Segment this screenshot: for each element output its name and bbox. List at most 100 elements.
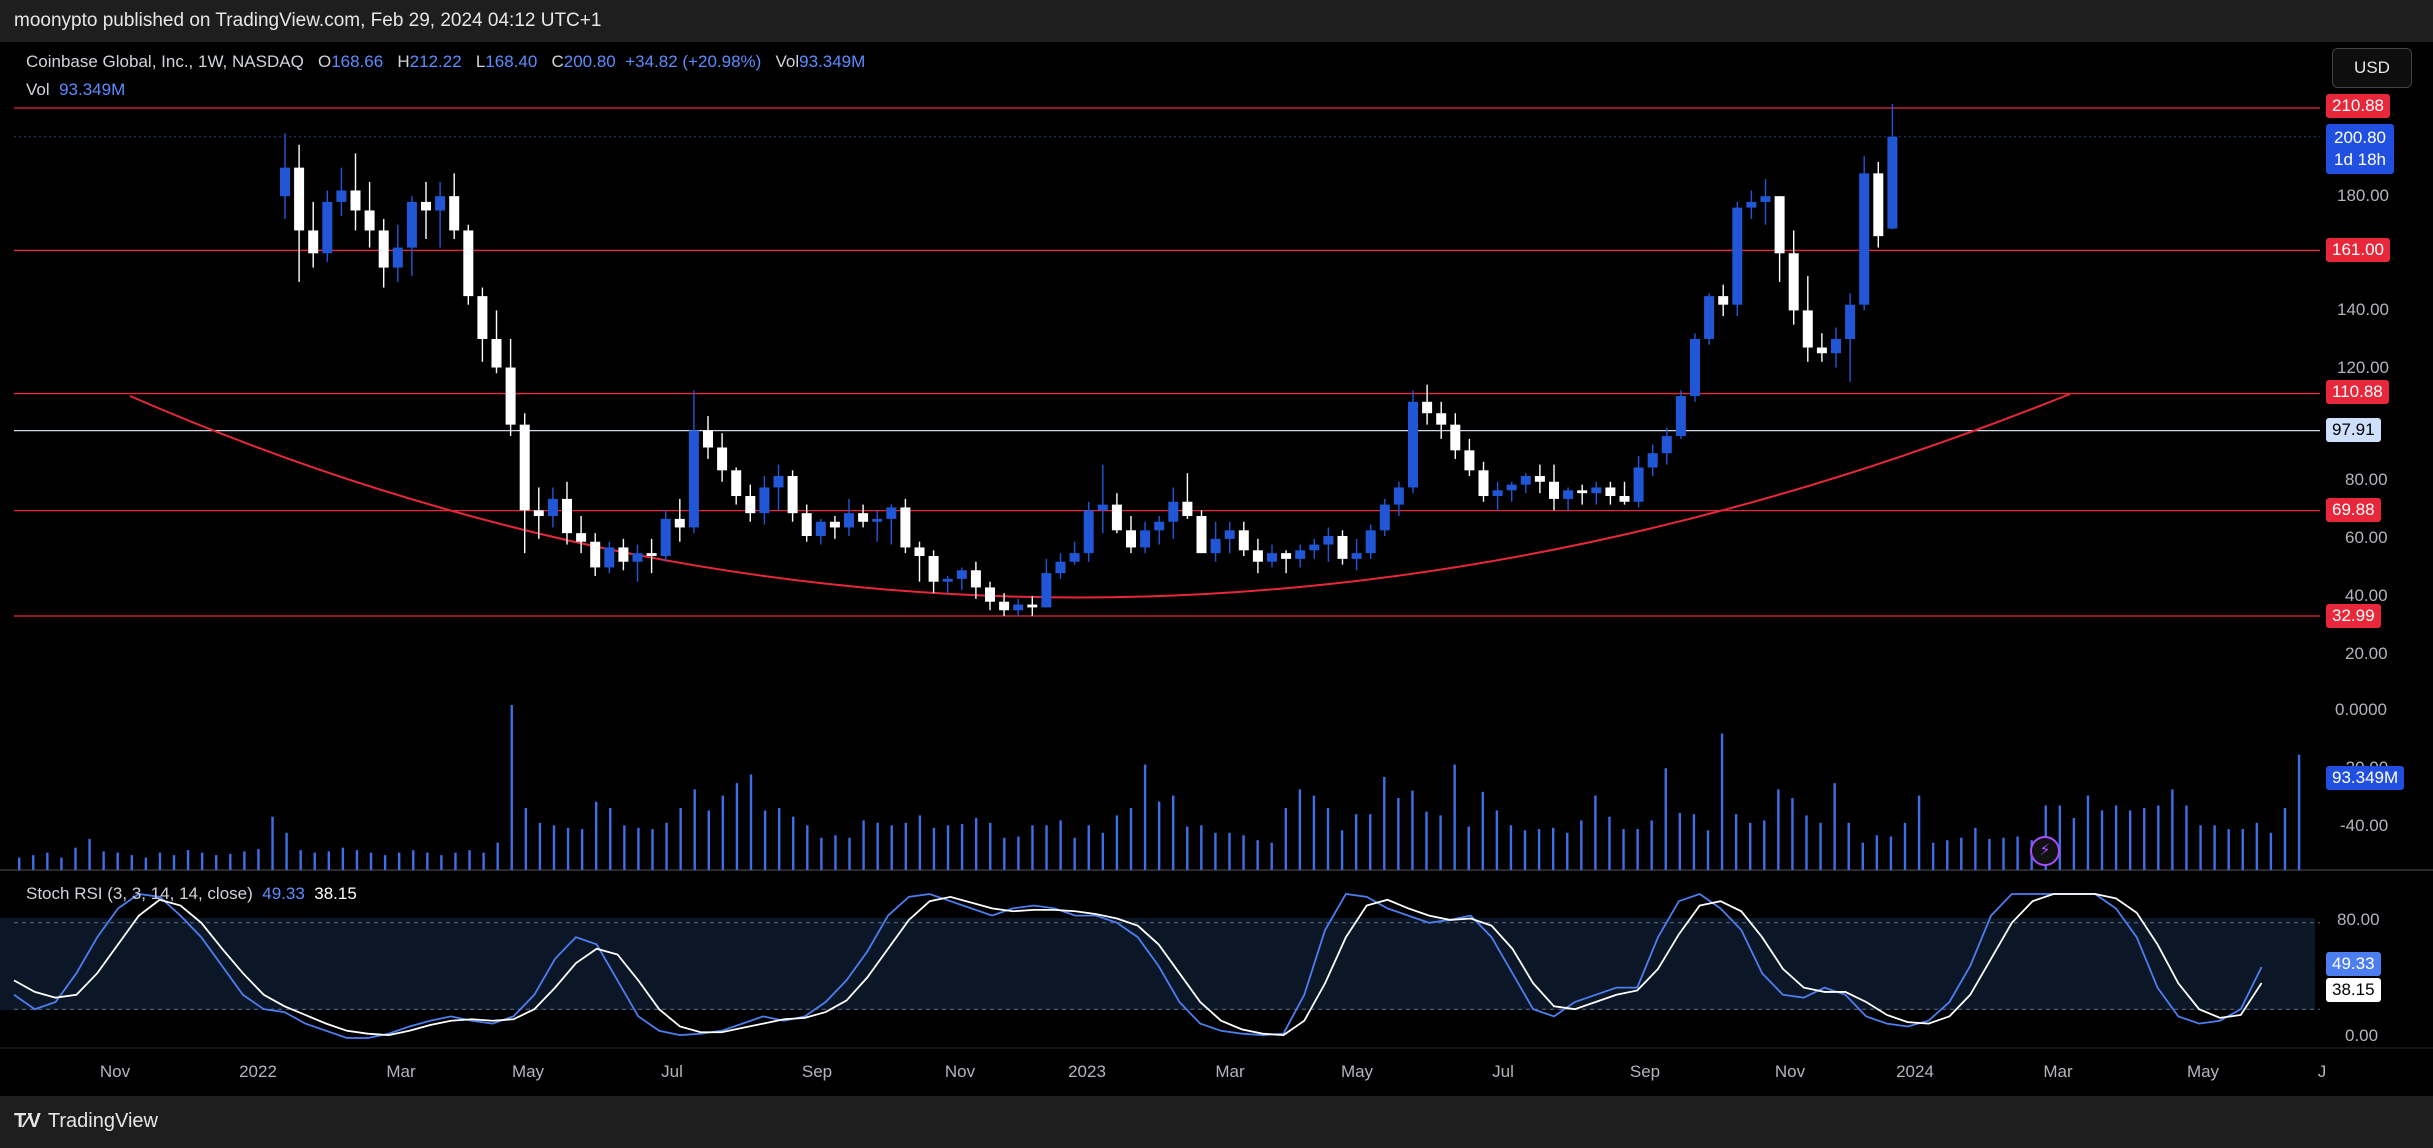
candle-body <box>900 507 911 548</box>
candle-body <box>1704 296 1715 339</box>
volume-bar <box>2227 829 2230 870</box>
candle-body <box>1013 604 1024 611</box>
volume-bar <box>1017 836 1020 870</box>
volume-bar <box>580 829 584 870</box>
candle-body <box>985 587 995 602</box>
lightning-icon[interactable]: ⚡ <box>2030 836 2060 866</box>
volume-bar <box>1720 733 1724 870</box>
volume-bar <box>2100 810 2104 870</box>
volume-bar <box>1411 790 1414 870</box>
chart-canvas[interactable] <box>0 42 2433 1096</box>
volume-bar <box>1228 832 1231 870</box>
volume-bar <box>144 857 148 870</box>
candle-body <box>1661 436 1672 454</box>
publish-header: moonypto published on TradingView.com, F… <box>0 0 2433 42</box>
volume-bar <box>2016 836 2019 870</box>
candle-body <box>322 201 333 254</box>
volume-bar <box>1214 832 1217 870</box>
level-label-161: 161.00 <box>2326 238 2390 262</box>
x-tick: 2022 <box>239 1062 277 1081</box>
stoch-k-legend: 49.33 <box>262 884 305 903</box>
volume-bar <box>355 850 359 870</box>
bar-countdown: 1d 18h <box>2334 150 2386 169</box>
volume-bar <box>285 832 288 870</box>
candle-body <box>1873 173 1884 237</box>
candle-body <box>1083 510 1094 554</box>
volume-bar <box>1340 830 1344 870</box>
candle-body <box>533 510 544 517</box>
brand-name: TradingView <box>47 1110 158 1132</box>
candle-body <box>435 196 446 211</box>
last-price-label: 200.80 1d 18h <box>2326 124 2394 174</box>
volume-bar <box>960 824 964 870</box>
candle-body <box>1182 501 1193 517</box>
volume-bar <box>1509 825 1513 870</box>
x-tick: Sep <box>1629 1062 1661 1081</box>
volume-legend-value: 93.349M <box>59 80 126 99</box>
volume-bar <box>2255 822 2259 870</box>
volume-bar <box>792 816 795 870</box>
candle-body <box>406 201 417 248</box>
candle-body <box>519 424 530 511</box>
volume-bar <box>1692 814 1696 870</box>
volume-bar <box>566 827 570 870</box>
volume-bar <box>707 810 710 870</box>
volume-bar <box>369 852 373 870</box>
volume-bar <box>665 822 668 870</box>
volume-bar <box>1045 825 1048 870</box>
volume-bar <box>299 850 302 870</box>
candle-body <box>618 547 629 562</box>
volume-bar <box>158 852 162 870</box>
candle-body <box>1506 484 1517 491</box>
candle-body <box>872 518 883 522</box>
candle-body <box>1690 338 1700 397</box>
change-value: +34.82 (+20.98%) <box>625 52 762 71</box>
volume-bar <box>1734 814 1738 870</box>
volume-bar <box>1946 840 1949 870</box>
candle-body <box>1591 487 1602 494</box>
candle-body <box>604 547 615 568</box>
volume-bar <box>1580 820 1583 870</box>
volume-bar <box>1031 825 1034 870</box>
x-tick: Mar <box>2043 1062 2073 1081</box>
volume-bar <box>1143 764 1147 870</box>
volume-bar <box>524 807 528 870</box>
level-label-69: 69.88 <box>2326 498 2381 522</box>
tradingview-brand[interactable]: T⁄V TradingView <box>14 1110 158 1133</box>
volume-bar <box>1551 827 1555 870</box>
candle-body <box>717 447 728 471</box>
volume-bar <box>1791 798 1794 870</box>
volume-bar <box>2241 829 2244 870</box>
volume-bar <box>1819 822 1822 870</box>
level-label-110: 110.88 <box>2326 380 2389 404</box>
level-label-210: 210.88 <box>2326 94 2390 118</box>
last-price-value: 200.80 <box>2334 128 2386 147</box>
volume-bar <box>806 825 809 870</box>
volume-bar <box>2171 789 2174 870</box>
volume-bar <box>946 825 950 870</box>
volume-bar <box>1566 832 1569 870</box>
y-tick: 20.00 <box>2345 644 2388 663</box>
candle-body <box>1168 501 1179 522</box>
candle-body <box>632 553 643 562</box>
x-tick: Sep <box>801 1062 833 1081</box>
volume-legend-label: Vol <box>26 80 50 99</box>
volume-bar <box>1270 842 1273 870</box>
volume-bar <box>749 774 753 870</box>
candle-body <box>1309 544 1320 551</box>
volume-bar <box>735 783 739 870</box>
tradingview-logo-icon: T⁄V <box>14 1110 41 1132</box>
candle-body <box>1140 530 1151 548</box>
candle-body <box>674 518 685 528</box>
chart-area[interactable]: Coinbase Global, Inc., 1W, NASDAQ O168.6… <box>0 42 2433 1096</box>
candle-body <box>1379 504 1390 531</box>
x-tick: May <box>1340 1062 1374 1081</box>
currency-button[interactable]: USD <box>2332 48 2412 88</box>
volume-bar <box>1706 830 1710 870</box>
candle-body <box>956 570 967 579</box>
volume-bar <box>2157 805 2160 870</box>
volume-bar <box>1903 822 1907 870</box>
candle-body <box>1393 487 1404 505</box>
publish-text: moonypto published on TradingView.com, F… <box>14 10 602 31</box>
volume-bar <box>2185 805 2188 870</box>
